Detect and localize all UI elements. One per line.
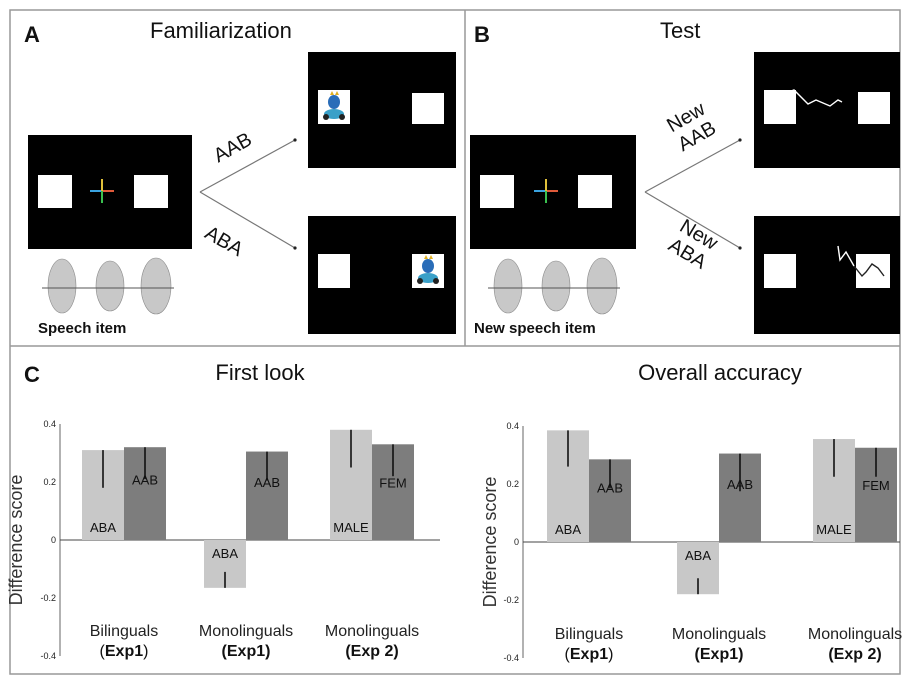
chart-first-look: 0.4 0.2 0 -0.2 -0.4 Difference score ABA AAB Bil…	[6, 419, 440, 661]
new-speech-item-label: New speech item	[474, 320, 596, 337]
group-sublabel: (Exp1)	[565, 646, 614, 663]
speech-item-label: Speech item	[38, 320, 127, 337]
y-tick-label: 0.2	[506, 479, 519, 489]
bar-label: MALE	[333, 520, 369, 535]
y-tick-label: 0	[514, 537, 519, 547]
y-axis-label: Difference score	[6, 475, 26, 606]
panel-letter-c: C	[24, 362, 40, 387]
bar-label: AAB	[132, 472, 158, 487]
left-target-box	[318, 254, 350, 288]
panel-a-title: Familiarization	[150, 18, 292, 43]
y-tick-label: 0	[51, 535, 56, 545]
right-target-box	[412, 93, 444, 124]
bar-label: AAB	[254, 475, 280, 490]
test-screen-aab	[754, 52, 900, 168]
right-target-box	[578, 175, 612, 208]
speech-waveform-icon	[42, 257, 174, 315]
y-tick-label: -0.2	[40, 593, 56, 603]
chart-title-overall-accuracy: Overall accuracy	[638, 360, 802, 385]
bar-label: FEM	[379, 475, 406, 490]
group-label: Bilinguals	[90, 623, 158, 640]
group-label: Monolinguals	[672, 626, 766, 643]
group-sublabel: (Exp 2)	[828, 646, 881, 663]
bar-label: FEM	[862, 478, 889, 493]
test-arrows	[644, 138, 742, 250]
right-target-box	[412, 254, 444, 288]
group-sublabel: (Exp1)	[695, 646, 744, 663]
familiarization-screen-aab	[308, 52, 456, 168]
bar-label: AAB	[597, 480, 623, 495]
left-target-box	[38, 175, 72, 208]
bar-label: AAB	[727, 477, 753, 492]
group-label: Bilinguals	[555, 626, 623, 643]
right-target-box	[134, 175, 168, 208]
group-label: Monolinguals	[325, 623, 419, 640]
bar-label: ABA	[90, 520, 116, 535]
familiarization-arrows	[199, 138, 297, 250]
y-tick-label: -0.4	[503, 653, 519, 663]
test-screen-center	[470, 135, 636, 249]
group-sublabel: (Exp1)	[100, 643, 149, 660]
bar-label: ABA	[212, 546, 238, 561]
chart-title-first-look: First look	[215, 360, 305, 385]
speech-waveform-icon	[488, 257, 620, 315]
group-label: Monolinguals	[808, 626, 902, 643]
group-label: Monolinguals	[199, 623, 293, 640]
group-sublabel: (Exp 2)	[345, 643, 398, 660]
right-target-box	[858, 92, 890, 124]
group-sublabel: (Exp1)	[222, 643, 271, 660]
chart-overall-accuracy: 0.4 0.2 0 -0.2 -0.4 Difference score ABA AAB Bil…	[480, 421, 902, 663]
left-target-box	[318, 90, 350, 124]
toy-reward-icon	[323, 91, 345, 120]
left-target-box	[764, 254, 796, 288]
y-tick-label: -0.4	[40, 651, 56, 661]
y-axis-label: Difference score	[480, 477, 500, 608]
gaze-trace	[769, 89, 843, 115]
familiarization-screen-center	[28, 135, 192, 249]
fixation-cross-icon	[534, 179, 558, 203]
bar-label: ABA	[685, 548, 711, 563]
panel-b-title: Test	[660, 18, 701, 43]
panel-letter-b: B	[474, 22, 490, 47]
toy-reward-icon	[417, 255, 439, 284]
panel-letter-a: A	[24, 22, 40, 47]
y-tick-label: -0.2	[503, 595, 519, 605]
gaze-trace	[837, 245, 885, 278]
y-tick-label: 0.4	[43, 419, 56, 429]
y-tick-label: 0.4	[506, 421, 519, 431]
left-target-box	[480, 175, 514, 208]
familiarization-screen-aba	[308, 216, 456, 334]
bar-label: ABA	[555, 522, 581, 537]
test-screen-aba	[754, 216, 900, 334]
y-tick-label: 0.2	[43, 477, 56, 487]
fixation-cross-icon	[90, 179, 114, 203]
bar-label: MALE	[816, 522, 852, 537]
right-target-box	[856, 254, 890, 288]
